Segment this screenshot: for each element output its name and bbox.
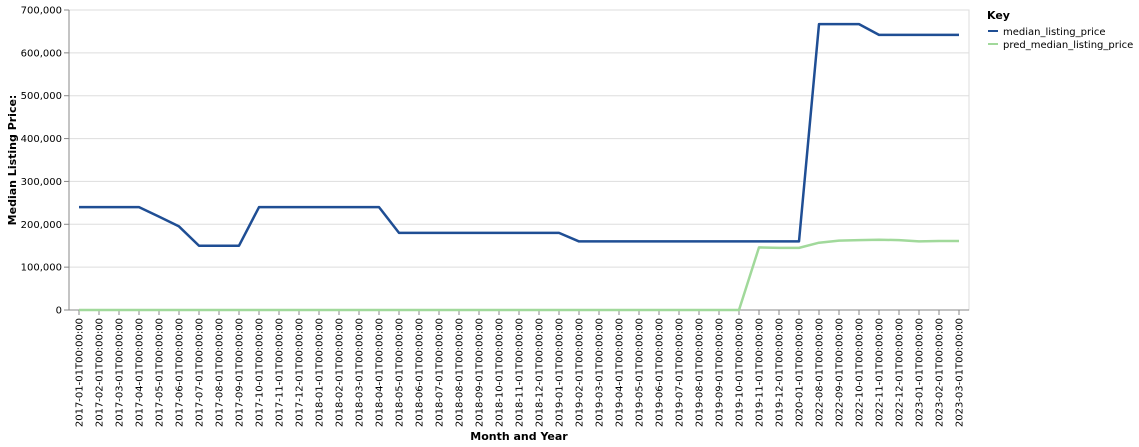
x-tick-label: 2018-02-01T00:00:00 [335, 318, 346, 427]
x-tick-label: 2023-03-01T00:00:00 [955, 318, 966, 427]
x-tick-label: 2017-10-01T00:00:00 [255, 318, 266, 427]
x-tick-label: 2019-10-01T00:00:00 [735, 318, 746, 427]
x-tick-label: 2017-02-01T00:00:00 [95, 318, 106, 427]
x-tick-label: 2019-07-01T00:00:00 [675, 318, 686, 427]
x-tick-label: 2017-09-01T00:00:00 [235, 318, 246, 427]
x-tick-label: 2018-08-01T00:00:00 [455, 318, 466, 427]
x-tick-label: 2017-04-01T00:00:00 [135, 318, 146, 427]
x-tick-label: 2023-02-01T00:00:00 [935, 318, 946, 427]
x-tick-label: 2017-08-01T00:00:00 [215, 318, 226, 427]
y-tick-label: 200,000 [21, 220, 62, 231]
y-tick-label: 0 [56, 306, 62, 317]
x-tick-label: 2019-02-01T00:00:00 [575, 318, 586, 427]
x-tick-label: 2017-06-01T00:00:00 [175, 318, 186, 427]
legend-title: Key [987, 9, 1010, 22]
y-axis-title: Median Listing Price: [6, 95, 19, 226]
x-tick-label: 2017-12-01T00:00:00 [295, 318, 306, 427]
y-tick-label: 100,000 [21, 263, 62, 274]
x-tick-label: 2022-11-01T00:00:00 [875, 318, 886, 427]
series-layer [79, 22, 959, 312]
x-tick-label: 2017-01-01T00:00:00 [75, 318, 86, 427]
x-axis-title: Month and Year [470, 430, 568, 443]
x-tick-label: 2019-04-01T00:00:00 [615, 318, 626, 427]
x-axis: 2017-01-01T00:00:00 2017-02-01T00:00:00 20… [69, 309, 969, 427]
x-tick-label: 2018-04-01T00:00:00 [375, 318, 386, 427]
x-tick-label: 2018-01-01T00:00:00 [315, 318, 326, 427]
x-tick-label: 2023-01-01T00:00:00 [915, 318, 926, 427]
y-tick-label: 400,000 [21, 134, 62, 145]
legend-label: pred_median_listing_price [1003, 40, 1133, 51]
series-line-pred-median-listing-price [79, 238, 959, 312]
x-tick-label: 2018-11-01T00:00:00 [515, 318, 526, 427]
x-tick-label: 2019-12-01T00:00:00 [775, 318, 786, 427]
x-tick-label: 2022-10-01T00:00:00 [855, 318, 866, 427]
x-tick-label: 2018-05-01T00:00:00 [395, 318, 406, 427]
x-tick-label: 2019-09-01T00:00:00 [715, 318, 726, 427]
x-tick-label: 2018-12-01T00:00:00 [535, 318, 546, 427]
x-tick-label: 2017-05-01T00:00:00 [155, 318, 166, 427]
legend-label: median_listing_price [1003, 27, 1106, 38]
x-tick-label: 2017-11-01T00:00:00 [275, 318, 286, 427]
x-tick-label: 2018-07-01T00:00:00 [435, 318, 446, 427]
series-line-median-listing-price [79, 22, 959, 247]
y-tick-label: 300,000 [21, 177, 62, 188]
x-tick-label: 2022-09-01T00:00:00 [835, 318, 846, 427]
x-tick-label: 2022-08-01T00:00:00 [815, 318, 826, 427]
x-tick-label: 2019-01-01T00:00:00 [555, 318, 566, 427]
x-tick-label: 2019-11-01T00:00:00 [755, 318, 766, 427]
y-tick-label: 700,000 [21, 6, 62, 17]
y-tick-label: 600,000 [21, 48, 62, 59]
x-tick-label: 2018-10-01T00:00:00 [495, 318, 506, 427]
x-tick-label: 2018-06-01T00:00:00 [415, 318, 426, 427]
x-tick-label: 2019-08-01T00:00:00 [695, 318, 706, 427]
x-tick-label: 2019-05-01T00:00:00 [635, 318, 646, 427]
x-tick-label: 2017-07-01T00:00:00 [195, 318, 206, 427]
x-tick-label: 2019-03-01T00:00:00 [595, 318, 606, 427]
x-tick-label: 2018-03-01T00:00:00 [355, 318, 366, 427]
x-tick-label: 2018-09-01T00:00:00 [475, 318, 486, 427]
x-tick-label: 2022-12-01T00:00:00 [895, 318, 906, 427]
x-tick-label: 2019-06-01T00:00:00 [655, 318, 666, 427]
y-tick-label: 500,000 [21, 91, 62, 102]
x-tick-label: 2017-03-01T00:00:00 [115, 318, 126, 427]
y-axis: 0 100,000 200,000 300,000 400,000 500,000 600,… [21, 6, 70, 317]
x-tick-label: 2020-01-01T00:00:00 [795, 318, 806, 427]
legend: Key median_listing_price pred_median_list… [987, 9, 1133, 51]
